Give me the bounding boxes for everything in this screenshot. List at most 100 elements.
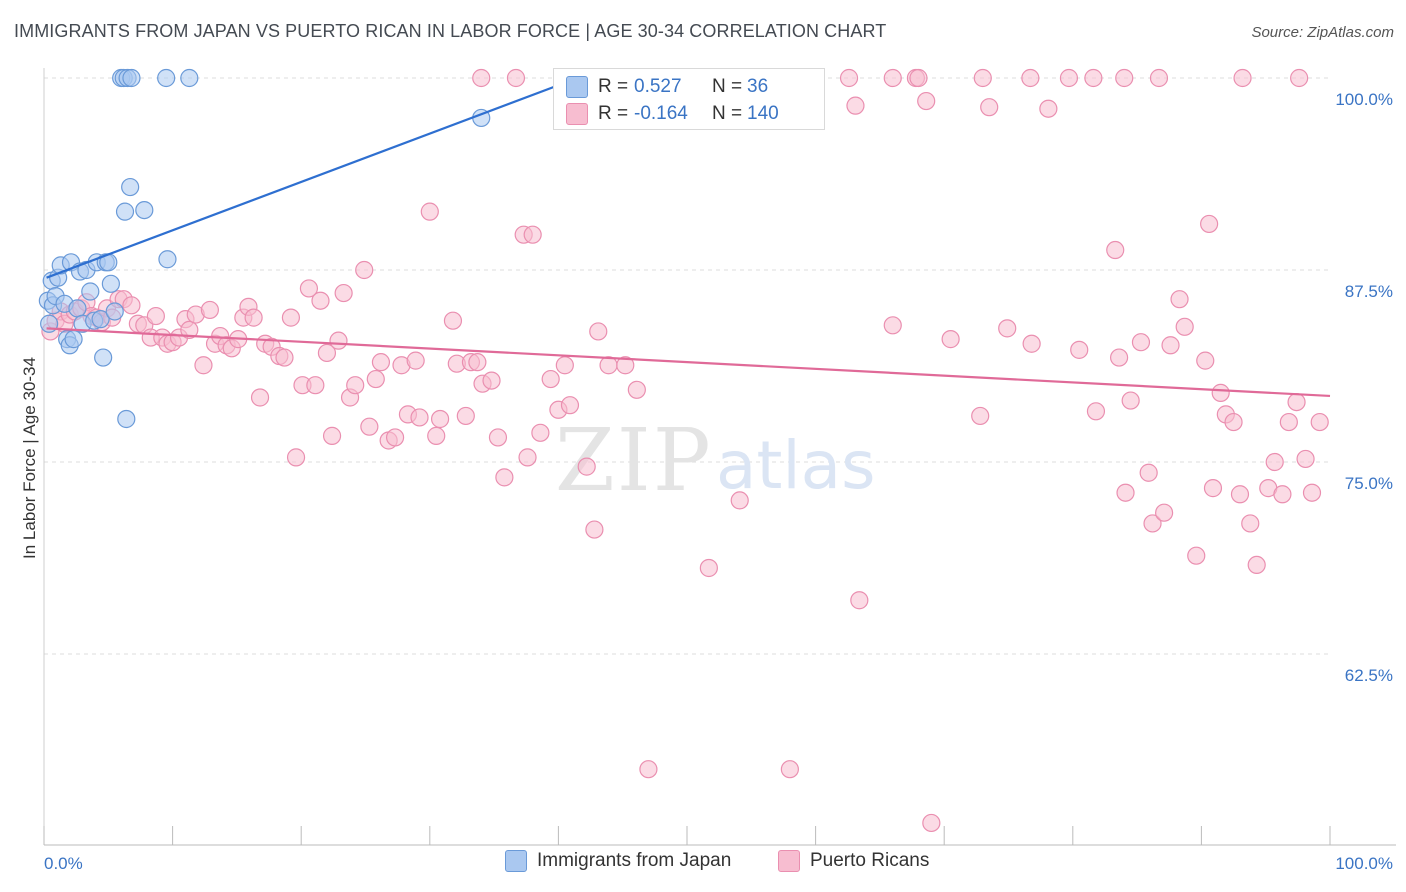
pr-point-151 bbox=[1290, 68, 1309, 88]
pr-point-107 bbox=[1086, 402, 1106, 421]
japan-point-19 bbox=[91, 310, 110, 329]
pr-point-126 bbox=[1247, 555, 1266, 575]
pr-point-96 bbox=[839, 68, 859, 88]
pr-point-146 bbox=[506, 68, 526, 88]
pr-point-123 bbox=[1224, 412, 1243, 432]
pr-point-65 bbox=[427, 426, 446, 445]
pr-point-84 bbox=[577, 457, 596, 476]
legend: Immigrants from Japan Puerto Ricans bbox=[0, 850, 1406, 880]
pr-point-98 bbox=[883, 68, 902, 88]
pr-point-131 bbox=[1287, 392, 1306, 412]
pr-point-133 bbox=[1302, 483, 1322, 502]
pr-point-74 bbox=[488, 428, 508, 447]
japan-point-12 bbox=[68, 299, 87, 318]
y-tick-label-1: 75.0% bbox=[1345, 474, 1393, 493]
japan-point-35 bbox=[180, 68, 199, 88]
pr-point-53 bbox=[346, 376, 365, 395]
n-value-pr: 140 bbox=[747, 103, 779, 124]
pr-point-66 bbox=[430, 409, 450, 429]
pr-point-114 bbox=[1143, 514, 1162, 533]
pr-point-118 bbox=[1175, 317, 1194, 336]
japan-point-30 bbox=[117, 409, 136, 429]
pr-point-62 bbox=[406, 351, 425, 370]
pr-point-137 bbox=[846, 96, 865, 115]
pr-point-128 bbox=[1265, 452, 1284, 472]
puerto-ricans-points bbox=[41, 68, 1329, 833]
zipatlas-watermark: ZIP atlas bbox=[555, 411, 876, 511]
pr-point-144 bbox=[1115, 68, 1134, 88]
pr-point-50 bbox=[329, 331, 348, 350]
pr-point-116 bbox=[1161, 336, 1180, 355]
gridlines bbox=[44, 77, 1330, 655]
pr-point-142 bbox=[1021, 68, 1040, 88]
y-axis-label: In Labor Force | Age 30-34 bbox=[20, 357, 39, 559]
pr-point-59 bbox=[385, 428, 405, 447]
chart-title: IMMIGRANTS FROM JAPAN VS PUERTO RICAN IN… bbox=[14, 21, 887, 41]
pr-point-149 bbox=[1149, 68, 1169, 88]
pr-point-135 bbox=[1211, 383, 1230, 402]
x-tick-label-1: 100.0% bbox=[1335, 854, 1393, 873]
pr-point-143 bbox=[1039, 99, 1058, 118]
pr-point-64 bbox=[420, 202, 439, 221]
pr-point-43 bbox=[286, 448, 306, 467]
pr-point-57 bbox=[371, 353, 391, 372]
japan-swatch bbox=[566, 76, 588, 98]
legend-item-pr[interactable]: Puerto Ricans bbox=[778, 850, 929, 872]
axes bbox=[43, 68, 1396, 846]
pr-point-45 bbox=[299, 279, 319, 298]
pr-point-140 bbox=[973, 68, 992, 88]
watermark-zip: ZIP bbox=[555, 411, 713, 511]
pr-point-82 bbox=[555, 356, 574, 375]
pr-point-103 bbox=[971, 406, 990, 426]
legend-label-pr: Puerto Ricans bbox=[810, 850, 930, 871]
pr-point-148 bbox=[1084, 68, 1103, 88]
pr-point-41 bbox=[275, 348, 294, 367]
pr-legend-swatch bbox=[778, 850, 800, 872]
pr-point-71 bbox=[468, 353, 487, 372]
r-value-japan: 0.527 bbox=[634, 76, 682, 97]
pr-point-105 bbox=[1022, 334, 1041, 353]
legend-item-japan[interactable]: Immigrants from Japan bbox=[505, 850, 731, 872]
pr-point-115 bbox=[1155, 503, 1174, 522]
japan-point-29 bbox=[115, 202, 135, 221]
pr-point-93 bbox=[730, 491, 749, 510]
pr-point-15 bbox=[122, 296, 141, 315]
pr-point-150 bbox=[1233, 68, 1252, 88]
pr-point-138 bbox=[917, 91, 936, 111]
pr-point-99 bbox=[883, 316, 902, 335]
pr-point-79 bbox=[531, 423, 550, 442]
pr-point-37 bbox=[250, 388, 270, 407]
pr-point-113 bbox=[1139, 463, 1158, 482]
pr-point-125 bbox=[1241, 514, 1260, 533]
pr-point-117 bbox=[1170, 290, 1189, 309]
pr-point-130 bbox=[1279, 412, 1298, 432]
pr-point-100 bbox=[922, 813, 941, 833]
pr-point-145 bbox=[472, 68, 491, 88]
pr-point-56 bbox=[366, 369, 385, 389]
pr-swatch bbox=[566, 103, 588, 125]
japan-point-23 bbox=[101, 274, 120, 293]
pr-point-46 bbox=[306, 376, 325, 395]
watermark-atlas: atlas bbox=[716, 427, 876, 504]
japan-point-28 bbox=[122, 68, 141, 88]
pr-point-92 bbox=[699, 558, 718, 578]
japan-point-16 bbox=[81, 282, 100, 301]
pr-point-108 bbox=[1106, 240, 1125, 260]
pr-point-63 bbox=[410, 408, 429, 427]
pr-point-28 bbox=[200, 300, 219, 320]
tick-labels: 62.5% 75.0% 87.5% 100.0% 0.0% 100.0% bbox=[44, 90, 1393, 873]
pr-point-89 bbox=[627, 380, 646, 399]
stats-box: R = 0.527 N = 36 R = -0.164 N = 140 bbox=[553, 68, 825, 130]
pr-point-134 bbox=[1310, 412, 1329, 432]
pr-point-25 bbox=[180, 320, 199, 340]
pr-point-78 bbox=[518, 448, 537, 467]
pr-point-124 bbox=[1230, 485, 1250, 504]
pr-point-48 bbox=[317, 343, 337, 363]
pr-point-136 bbox=[1200, 214, 1219, 234]
pr-point-75 bbox=[495, 468, 514, 487]
pr-point-147 bbox=[1059, 68, 1079, 88]
pr-point-27 bbox=[194, 356, 213, 375]
pr-point-120 bbox=[1196, 351, 1215, 370]
pr-point-102 bbox=[941, 330, 960, 349]
pr-point-54 bbox=[355, 260, 374, 280]
